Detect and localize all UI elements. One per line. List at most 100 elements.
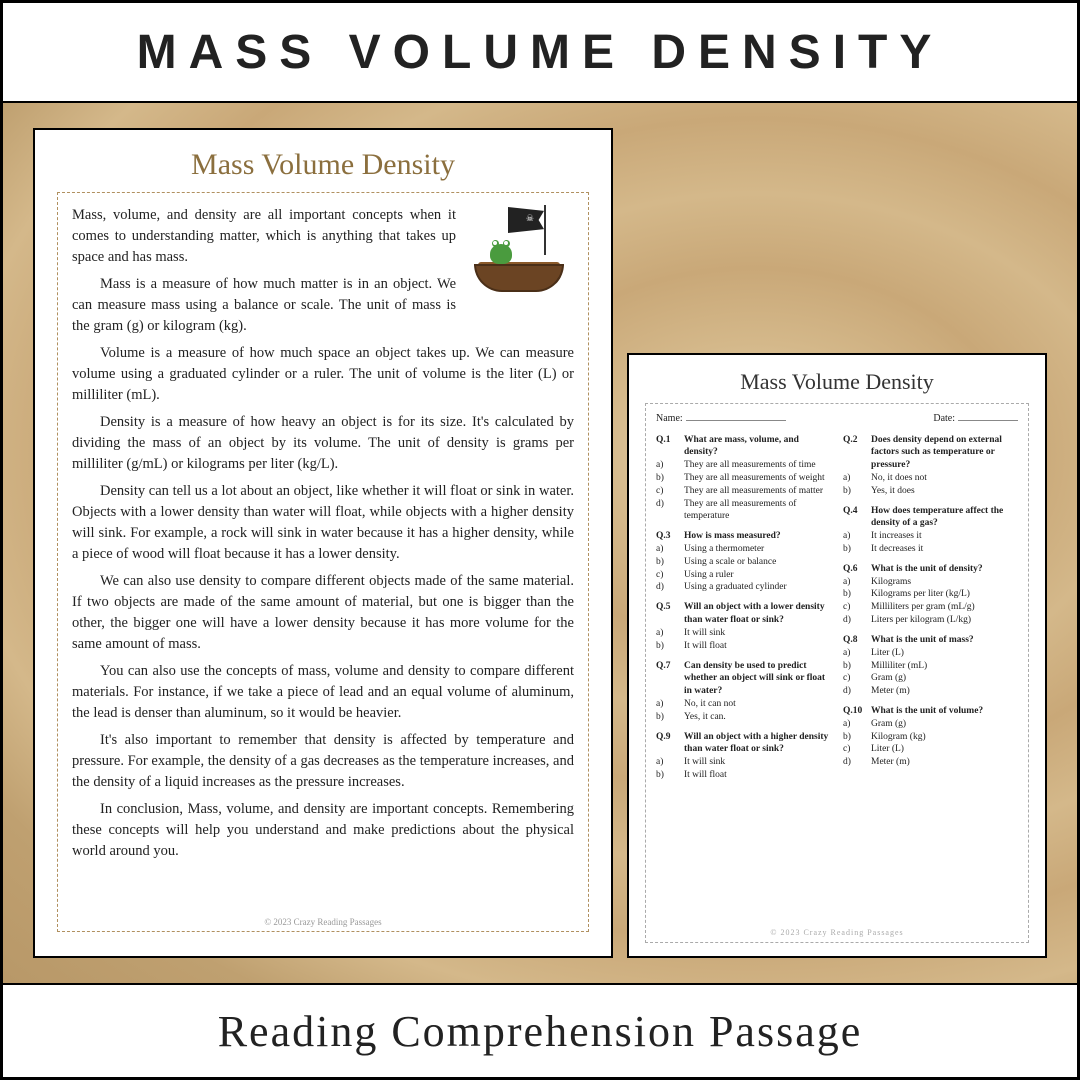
question-block: Q.1 What are mass, volume, and density?a)… [656,434,831,524]
option-text: No, it does not [871,472,927,485]
option-letter: d) [843,614,865,627]
flag-pole [544,205,546,255]
question-text: How is mass measured? [684,530,781,543]
question-number: Q.7 [656,660,678,698]
paragraph: It's also important to remember that den… [72,730,574,793]
question-text: Will an object with a higher density tha… [684,731,831,757]
option-letter: b) [656,640,678,653]
question-head: Q.5Will an object with a lower density t… [656,601,831,627]
option-text: Milliliter (mL) [871,660,927,673]
option-letter: b) [843,485,865,498]
question-option: d)Meter (m) [843,685,1018,698]
paragraph: Volume is a measure of how much space an… [72,343,574,406]
question-number: Q.6 [843,563,865,576]
question-option: c)Gram (g) [843,672,1018,685]
option-letter: b) [843,731,865,744]
question-head: Q.10What is the unit of volume? [843,705,1018,718]
passage-title: Mass Volume Density [57,148,589,182]
question-option: a) No, it does not [843,472,1018,485]
option-letter: b) [843,660,865,673]
option-letter: a) [656,698,678,711]
passage-text: Mass, volume, and density are all import… [72,205,574,862]
question-number: Q.9 [656,731,678,757]
option-letter: c) [656,569,678,582]
question-option: d)They are all measurements of temperatu… [656,498,831,524]
question-option: a)Kilograms [843,576,1018,589]
paragraph: We can also use density to compare diffe… [72,571,574,655]
option-text: Kilogram (kg) [871,731,926,744]
option-letter: a) [843,647,865,660]
name-date-row: Name: Date: [656,412,1018,426]
option-letter: a) [656,756,678,769]
name-line [686,420,786,421]
question-option: d)Using a graduated cylinder [656,581,831,594]
question-number: Q.1 [656,434,678,460]
quiz-columns: Q.1What are mass, volume, and density?a)… [656,434,1018,789]
question-text: Does density depend on external factors … [871,434,1018,472]
question-option: d) Liters per kilogram (L/kg) [843,614,1018,627]
option-text: It will sink [684,756,725,769]
quiz-border: Name: Date: Q.1 What are mass, volume, an… [645,403,1029,943]
question-block: Q.10What is the unit of volume?a)Gram (g… [843,705,1018,769]
frog-eye-right [503,240,510,247]
question-number: Q.8 [843,634,865,647]
option-text: Liter (L) [871,743,904,756]
question-block: Q.7 Can density be used to predict whethe… [656,660,831,724]
question-head: Q.9 Will an object with a higher density … [656,731,831,757]
question-option: b)Yes, it can. [656,711,831,724]
frog-icon [490,244,512,264]
option-text: It will float [684,769,727,782]
question-text: Can density be used to predict whether a… [684,660,831,698]
option-letter: a) [843,472,865,485]
question-option: a) It will sink [656,756,831,769]
wood-background: Mass Volume Density ☠ Mass, volume, and … [3,103,1077,983]
paragraph: Density can tell us a lot about an objec… [72,481,574,565]
question-option: a)They are all measurements of time [656,459,831,472]
option-letter: b) [656,556,678,569]
option-text: Liters per kilogram (L/kg) [871,614,971,627]
quiz-col-left: Q.1What are mass, volume, and density?a)… [656,434,831,789]
passage-border: ☠ Mass, volume, and density are all impo… [57,192,589,932]
top-banner: MASS VOLUME DENSITY [3,3,1077,103]
quiz-copyright: © 2023 Crazy Reading Passages [646,928,1028,939]
option-letter: c) [656,485,678,498]
option-text: Using a scale or balance [684,556,776,569]
question-number: Q.4 [843,505,865,531]
option-letter: d) [656,498,678,524]
option-letter: a) [656,627,678,640]
option-text: It increases it [871,530,922,543]
question-block: Q.2Does density depend on external facto… [843,434,1018,498]
question-option: b)It will float [656,640,831,653]
question-number: Q.3 [656,530,678,543]
bottom-title: Reading Comprehension Passage [218,1006,863,1057]
question-text: What is the unit of mass? [871,634,974,647]
option-letter: b) [843,588,865,601]
option-text: Gram (g) [871,718,906,731]
question-block: Q.5Will an object with a lower density t… [656,601,831,652]
quiz-title: Mass Volume Density [645,369,1029,395]
boat-illustration: ☠ [464,205,574,300]
question-block: Q.8 What is the unit of mass?a)Liter (L)b… [843,634,1018,698]
option-letter: c) [843,601,865,614]
question-text: What are mass, volume, and density? [684,434,831,460]
option-letter: a) [656,543,678,556]
quiz-col-right: Q.2Does density depend on external facto… [843,434,1018,789]
question-option: c)Using a ruler [656,569,831,582]
option-text: They are all measurements of matter [684,485,823,498]
option-text: It will sink [684,627,725,640]
question-option: a)Liter (L) [843,647,1018,660]
question-block: Q.3How is mass measured?a)Using a thermo… [656,530,831,594]
option-letter: c) [843,672,865,685]
option-letter: b) [656,769,678,782]
date-line [958,420,1018,421]
question-text: What is the unit of density? [871,563,983,576]
paragraph: In conclusion, Mass, volume, and density… [72,799,574,862]
passage-copyright: © 2023 Crazy Reading Passages [58,917,588,927]
question-block: Q.4How does temperature affect the densi… [843,505,1018,556]
question-option: b) Using a scale or balance [656,556,831,569]
option-text: Kilograms [871,576,911,589]
frog-eye-left [492,240,499,247]
question-head: Q.1 What are mass, volume, and density? [656,434,831,460]
name-field: Name: [656,412,786,426]
question-option: a)It increases it [843,530,1018,543]
